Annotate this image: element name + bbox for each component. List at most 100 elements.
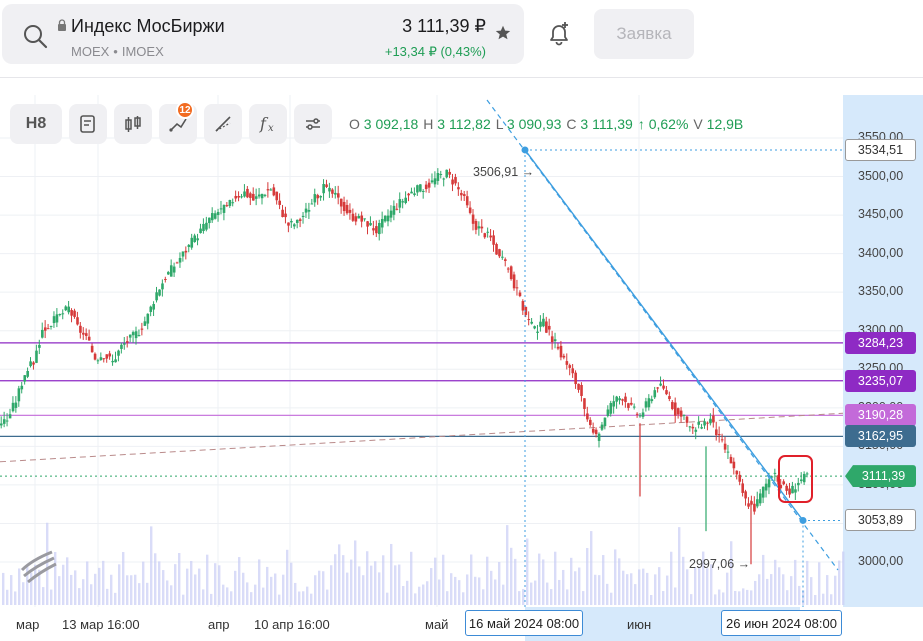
volume-bar	[474, 576, 477, 605]
order-button[interactable]: Заявка	[594, 9, 694, 59]
candle-body	[410, 191, 413, 194]
volume-bar	[86, 561, 89, 605]
candle-body	[32, 362, 35, 365]
volume-bar	[190, 560, 193, 605]
time-label-range-end[interactable]: 26 июн 2024 08:00	[721, 610, 842, 636]
candle-body	[770, 476, 774, 478]
volume-bar	[482, 589, 485, 605]
candle-body	[167, 272, 170, 275]
candle-body	[126, 341, 129, 343]
indicators-count-badge: 12	[176, 101, 194, 119]
candle-body	[448, 171, 451, 175]
ohlc-value: ↑ 0,62%	[637, 116, 689, 132]
candle-body	[501, 256, 504, 258]
drawing-tools-button[interactable]	[204, 104, 242, 144]
ticker-code: IMOEX	[121, 44, 164, 59]
volume-bar	[546, 582, 549, 605]
candle-body	[732, 461, 736, 469]
volume-bar	[410, 551, 413, 605]
volume-bar	[334, 554, 337, 605]
candle-body	[527, 319, 531, 321]
candle-body	[609, 403, 613, 414]
volume-bar	[598, 575, 601, 605]
volume-bar	[658, 567, 661, 605]
volume-bar	[258, 559, 261, 605]
volume-bar	[418, 586, 421, 605]
candle-body	[785, 485, 788, 491]
candle-body	[542, 318, 545, 327]
candle-body	[266, 189, 270, 191]
candle-body	[463, 194, 466, 196]
volume-bar	[770, 574, 773, 605]
volume-bar	[438, 579, 441, 605]
candle-body	[20, 385, 24, 390]
horizontal-levels[interactable]	[0, 342, 844, 477]
volume-bar	[274, 573, 277, 605]
volume-bar	[18, 568, 21, 605]
volume-bar	[62, 564, 65, 605]
volume-bar	[622, 570, 625, 605]
candle-body	[723, 443, 727, 450]
candle-body	[688, 426, 692, 428]
search-icon[interactable]	[22, 23, 48, 49]
selection-marker[interactable]	[778, 455, 813, 503]
alert-bell-icon[interactable]	[545, 20, 573, 48]
candle-body	[407, 193, 410, 196]
volume-bar	[318, 570, 321, 605]
candle-body	[322, 183, 325, 194]
chart-notes-button[interactable]	[69, 104, 107, 144]
volume-bar	[394, 565, 397, 605]
candle-body	[398, 199, 402, 208]
candle-body	[703, 421, 706, 426]
candle-body	[345, 204, 349, 214]
candle-body	[249, 193, 252, 198]
candle-body	[533, 326, 536, 329]
candle-body	[518, 292, 522, 297]
candle-body	[17, 388, 21, 402]
candle-body	[357, 215, 361, 219]
candle-body	[430, 180, 434, 183]
candle-body	[216, 211, 220, 216]
volume-bar	[278, 594, 281, 605]
chart-type-button[interactable]	[114, 104, 152, 144]
candle-body	[797, 482, 800, 486]
volume-bar	[254, 584, 257, 605]
volume-bar	[706, 568, 709, 605]
time-label-range-start[interactable]: 16 май 2024 08:00	[465, 610, 583, 636]
ohlc-item: V 12,9B	[693, 116, 743, 132]
price-tag: 3162,95	[845, 425, 916, 448]
instrument-search[interactable]: Индекс МосБиржи MOEX • IMOEX 3 111,39 ₽ +1…	[2, 4, 524, 64]
volume-bar	[398, 564, 401, 605]
time-label-10-apr: 10 апр 16:00	[254, 617, 330, 632]
ohlc-readout: O 3 092,18 H 3 112,82 L 3 090,93 C 3 111,39…	[349, 116, 748, 132]
candle-body	[316, 195, 320, 199]
candle-body	[729, 456, 733, 464]
watermark-logo	[20, 550, 57, 584]
candle-body	[234, 195, 238, 199]
volume-bar	[238, 557, 241, 605]
candle-body	[553, 339, 557, 342]
volume-bar	[46, 522, 49, 605]
candle-body	[2, 419, 6, 424]
candle-body	[187, 244, 191, 247]
ohlc-value: 3 112,82	[437, 116, 491, 132]
candle-body	[175, 262, 179, 264]
indicators-button[interactable]: 12	[159, 101, 197, 144]
candle-body	[741, 483, 744, 493]
favorite-star-icon[interactable]	[494, 24, 512, 42]
candle-body	[474, 220, 478, 230]
candle-body	[354, 216, 358, 222]
candle-body	[82, 332, 85, 335]
candle-body	[715, 429, 718, 436]
volume-bar	[74, 570, 77, 605]
timeframe-button[interactable]: H8	[10, 104, 62, 144]
volume-bar	[518, 591, 521, 605]
volume-bar	[262, 587, 265, 605]
chart-settings-button[interactable]	[294, 104, 332, 144]
price-tag: 3284,23	[845, 331, 916, 354]
candle-body	[550, 336, 554, 342]
volume-bar	[230, 591, 233, 605]
volume-bar	[766, 578, 769, 605]
